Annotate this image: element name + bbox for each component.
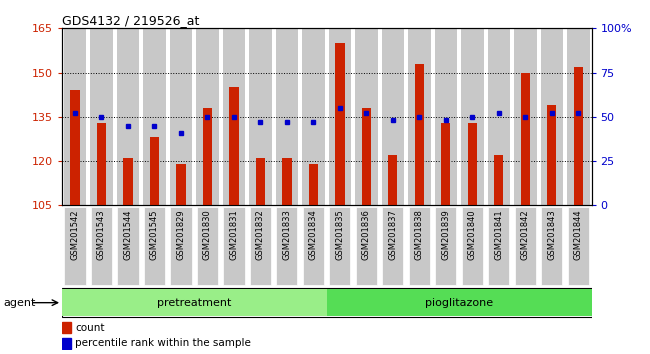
Text: GSM201839: GSM201839 [441, 209, 450, 260]
Text: GSM201831: GSM201831 [229, 209, 239, 260]
Bar [249, 28, 272, 205]
Bar [64, 28, 86, 205]
Bar [223, 28, 245, 205]
FancyBboxPatch shape [382, 207, 404, 285]
FancyBboxPatch shape [144, 207, 165, 285]
FancyBboxPatch shape [170, 207, 192, 285]
Bar [335, 43, 345, 205]
Bar [461, 28, 484, 205]
Text: GSM201835: GSM201835 [335, 209, 345, 260]
Text: GSM201545: GSM201545 [150, 209, 159, 260]
Bar [541, 28, 563, 205]
FancyBboxPatch shape [541, 207, 562, 285]
Text: GSM201833: GSM201833 [282, 209, 291, 260]
Bar [382, 28, 404, 205]
Bar [97, 123, 106, 205]
Bar [176, 164, 186, 205]
Bar [309, 164, 318, 205]
FancyBboxPatch shape [567, 207, 589, 285]
Bar [302, 28, 324, 205]
FancyBboxPatch shape [224, 207, 244, 285]
Bar [329, 28, 351, 205]
Text: GSM201834: GSM201834 [309, 209, 318, 260]
Text: GSM201543: GSM201543 [97, 209, 106, 260]
FancyBboxPatch shape [276, 207, 298, 285]
Bar [90, 28, 112, 205]
Bar [514, 28, 536, 205]
Text: GSM201829: GSM201829 [176, 209, 185, 260]
Text: GDS4132 / 219526_at: GDS4132 / 219526_at [62, 14, 199, 27]
Text: GSM201837: GSM201837 [388, 209, 397, 260]
Text: GSM201542: GSM201542 [70, 209, 79, 260]
Bar [494, 155, 504, 205]
Bar [573, 67, 583, 205]
FancyBboxPatch shape [303, 207, 324, 285]
Bar [467, 123, 477, 205]
Text: pioglitazone: pioglitazone [425, 298, 493, 308]
Bar [488, 28, 510, 205]
Bar [124, 158, 133, 205]
FancyBboxPatch shape [488, 207, 510, 285]
Bar [521, 73, 530, 205]
Bar [276, 28, 298, 205]
Bar [143, 28, 166, 205]
Text: percentile rank within the sample: percentile rank within the sample [75, 338, 251, 348]
Bar [196, 28, 218, 205]
Text: pretreatment: pretreatment [157, 298, 231, 308]
Bar [415, 64, 424, 205]
Text: agent: agent [3, 298, 36, 308]
Text: GSM201840: GSM201840 [468, 209, 477, 260]
FancyBboxPatch shape [64, 207, 86, 285]
Text: GSM201842: GSM201842 [521, 209, 530, 260]
Bar [117, 28, 139, 205]
Text: GSM201832: GSM201832 [256, 209, 265, 260]
Bar [547, 105, 556, 205]
FancyBboxPatch shape [62, 289, 326, 316]
Text: GSM201841: GSM201841 [494, 209, 503, 260]
Text: GSM201843: GSM201843 [547, 209, 556, 260]
Text: GSM201838: GSM201838 [415, 209, 424, 260]
Text: GSM201836: GSM201836 [362, 209, 371, 260]
Bar [441, 123, 450, 205]
Bar [282, 158, 292, 205]
FancyBboxPatch shape [462, 207, 483, 285]
Bar [203, 108, 212, 205]
FancyBboxPatch shape [330, 207, 350, 285]
FancyBboxPatch shape [91, 207, 112, 285]
FancyBboxPatch shape [118, 207, 138, 285]
Text: count: count [75, 322, 105, 332]
Bar [255, 158, 265, 205]
FancyBboxPatch shape [409, 207, 430, 285]
FancyBboxPatch shape [515, 207, 536, 285]
FancyBboxPatch shape [436, 207, 456, 285]
Bar [408, 28, 430, 205]
Bar [355, 28, 378, 205]
Bar [70, 90, 80, 205]
Bar [62, 338, 72, 349]
FancyBboxPatch shape [250, 207, 271, 285]
Bar [62, 322, 72, 333]
Bar [567, 28, 590, 205]
FancyBboxPatch shape [197, 207, 218, 285]
Bar [150, 137, 159, 205]
Text: GSM201844: GSM201844 [574, 209, 583, 260]
Bar [170, 28, 192, 205]
Bar [435, 28, 457, 205]
FancyBboxPatch shape [356, 207, 377, 285]
Text: GSM201544: GSM201544 [124, 209, 133, 260]
Text: GSM201830: GSM201830 [203, 209, 212, 260]
Bar [229, 87, 239, 205]
FancyBboxPatch shape [62, 288, 592, 317]
Bar [388, 155, 398, 205]
FancyBboxPatch shape [327, 289, 592, 316]
Bar [361, 108, 371, 205]
